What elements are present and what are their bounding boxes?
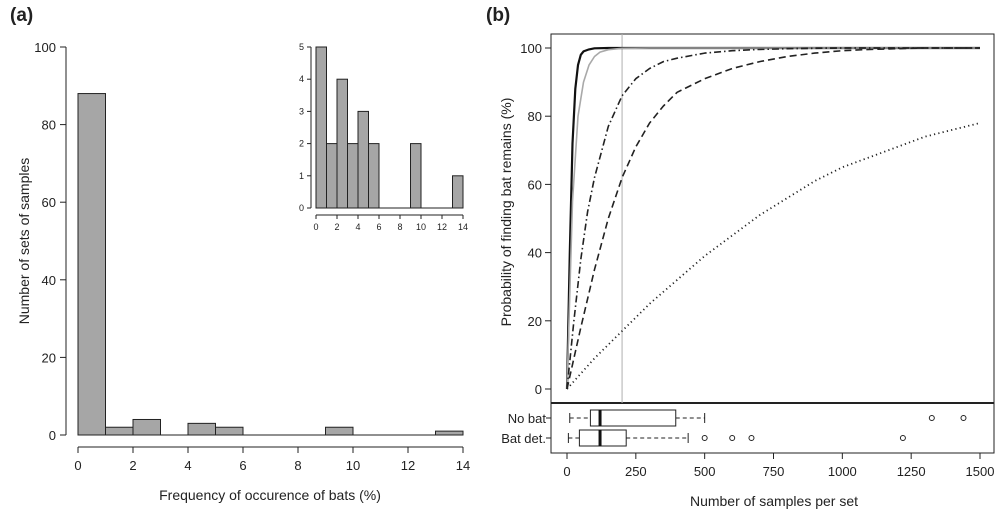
bar-2 — [132, 418, 161, 436]
inset-bar-4 — [357, 110, 369, 209]
box-iqr — [589, 409, 677, 427]
inset-y-tick-label: 2 — [299, 139, 304, 149]
x-tick-label: 4 — [184, 458, 191, 473]
panel-a-label: (a) — [10, 5, 33, 26]
series-line-dashed — [566, 47, 980, 390]
y-tick-label: 20 — [42, 350, 56, 365]
inset-y-tick-label: 1 — [299, 171, 304, 181]
panel-b-series — [565, 46, 981, 390]
inset-x-tick-label: 10 — [416, 222, 426, 232]
outlier-point — [928, 415, 935, 421]
x-tick-label: 0 — [563, 464, 570, 479]
y-tick-label: 80 — [42, 118, 56, 133]
x-tick-label: 250 — [625, 464, 647, 479]
panel-a-y-axis-title: Number of sets of samples — [16, 158, 32, 325]
panel-b-boxplots: No bat Bat det. — [501, 409, 967, 447]
x-tick-label: 2 — [129, 458, 136, 473]
x-tick-label: 6 — [239, 458, 246, 473]
series-line-solid-black — [565, 46, 980, 390]
inset-x-tick-label: 6 — [376, 222, 381, 232]
inset-bar-2 — [336, 78, 348, 209]
y-tick-label: 40 — [42, 273, 56, 288]
y-tick-label: 60 — [528, 177, 542, 192]
y-tick-label: 0 — [535, 382, 542, 397]
y-tick-label: 100 — [520, 41, 542, 56]
x-tick-label: 12 — [401, 458, 415, 473]
x-tick-label: 750 — [763, 464, 785, 479]
bar-0 — [77, 93, 106, 436]
outlier-point — [960, 415, 967, 421]
panel-b-label: (b) — [486, 5, 510, 26]
inset-x-tick-label: 4 — [355, 222, 360, 232]
inset-y-tick-label: 4 — [299, 74, 304, 84]
bar-1 — [105, 426, 134, 436]
inset-x-tick-label: 2 — [334, 222, 339, 232]
inset-y-tick-label: 0 — [299, 203, 304, 213]
y-tick-label: 40 — [528, 246, 542, 261]
bar-5 — [325, 426, 354, 436]
y-tick-label: 20 — [528, 314, 542, 329]
inset-y-tick-label: 5 — [299, 42, 304, 52]
panel-b-x-axis-title: Number of samples per set — [690, 493, 858, 509]
inset-bar-5 — [368, 143, 380, 209]
panel-a-bars — [77, 93, 464, 436]
x-tick-label: 14 — [456, 458, 470, 473]
inset-bar-6 — [410, 143, 422, 209]
series-line-solid-gray — [566, 47, 980, 390]
inset-bar-3 — [347, 143, 359, 209]
x-tick-label: 8 — [294, 458, 301, 473]
inset-x-tick-label: 14 — [458, 222, 468, 232]
bar-6 — [435, 430, 464, 436]
boxplot-label: Bat det. — [501, 431, 546, 446]
inset-x-tick-label: 0 — [313, 222, 318, 232]
series-line-dash-dot — [566, 47, 980, 390]
inset-y-tick-label: 3 — [299, 106, 304, 116]
x-tick-label: 1250 — [897, 464, 926, 479]
y-tick-label: 60 — [42, 195, 56, 210]
y-tick-label: 100 — [34, 40, 56, 55]
inset-bar-1 — [326, 143, 338, 209]
outlier-point — [729, 435, 736, 441]
panel-a-x-axis-title: Frequency of occurence of bats (%) — [159, 487, 381, 503]
x-tick-label: 500 — [694, 464, 716, 479]
y-tick-label: 0 — [49, 428, 56, 443]
x-tick-label: 1500 — [966, 464, 995, 479]
boxplot-label: No bat — [508, 411, 547, 426]
bar-4 — [215, 426, 244, 436]
outlier-point — [701, 435, 708, 441]
box-iqr — [578, 429, 627, 447]
x-tick-label: 1000 — [828, 464, 857, 479]
inset-bar-7 — [452, 175, 464, 209]
x-tick-label: 10 — [346, 458, 360, 473]
panel-b-frame — [550, 33, 995, 454]
inset-x-tick-label: 12 — [437, 222, 447, 232]
y-tick-label: 80 — [528, 109, 542, 124]
inset-bar-0 — [315, 46, 327, 209]
panel-b-y-axis-title: Probability of finding bat remains (%) — [498, 98, 514, 327]
outlier-point — [899, 435, 906, 441]
inset-x-tick-label: 8 — [397, 222, 402, 232]
x-tick-label: 0 — [74, 458, 81, 473]
outlier-point — [748, 435, 755, 441]
bar-3 — [187, 422, 216, 436]
plot-frame — [550, 33, 995, 454]
